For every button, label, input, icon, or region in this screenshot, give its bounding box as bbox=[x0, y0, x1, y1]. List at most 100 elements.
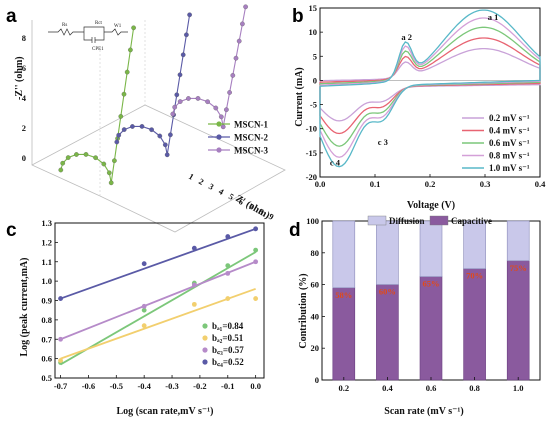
c-data-point bbox=[253, 259, 259, 265]
a-data-point bbox=[101, 161, 107, 167]
d-y-tick: 60 bbox=[311, 280, 320, 290]
b-x-tick: 0.0 bbox=[315, 179, 326, 189]
d-x-tick: 0.4 bbox=[382, 383, 393, 393]
a-y-tick: 0 bbox=[22, 153, 26, 163]
b-x-tick: 0.1 bbox=[370, 179, 381, 189]
c-legend-label: b꜀₃=0.57 bbox=[212, 345, 244, 355]
d-bar-capacitive bbox=[419, 276, 443, 381]
c-data-point bbox=[141, 261, 147, 267]
circuit-label-cpe1: CPE1 bbox=[92, 47, 104, 52]
c-x-tick: -0.4 bbox=[137, 381, 151, 391]
panel-d-contribution: d 58% 60% 65% 70% 75% 0 20 40 60 80 100 0.2 0.4 0.6 0… bbox=[289, 215, 541, 417]
b-legend-label: 0.8 mV s⁻¹ bbox=[489, 151, 530, 161]
panel-b-xlabel: Voltage (V) bbox=[407, 200, 455, 211]
d-bar-capacitive bbox=[463, 268, 486, 381]
c-x-tick: -0.2 bbox=[193, 381, 206, 391]
panel-d-ylabel: Contribution (%) bbox=[298, 273, 309, 348]
c-fit-line bbox=[60, 227, 256, 300]
b-y-tick: 10 bbox=[309, 27, 318, 37]
circuit-diagram bbox=[48, 26, 128, 43]
a-x-tick: 3 bbox=[207, 181, 216, 192]
a-legend-marker bbox=[216, 134, 222, 140]
b-y-tick: -10 bbox=[306, 124, 317, 134]
a-data-point bbox=[174, 92, 180, 98]
a-data-point bbox=[162, 142, 168, 148]
a-series-mscn-3 bbox=[170, 4, 248, 130]
c-legend-marker bbox=[202, 335, 208, 341]
a-data-point bbox=[240, 21, 245, 27]
a-data-point bbox=[112, 158, 117, 164]
panel-c-log-fit: c -0.7 -0.6 -0.5 -0.4 -0.3 -0.2 -0.1 0.0 0.5 0.6 0… bbox=[6, 218, 265, 417]
a-back-axis bbox=[31, 20, 101, 197]
a-series-line bbox=[172, 6, 247, 127]
a-data-point bbox=[218, 114, 224, 120]
a-x-tick: 1 bbox=[187, 171, 196, 182]
c-y-tick: 1.0 bbox=[41, 276, 52, 286]
a-data-point bbox=[60, 160, 66, 166]
a-data-point bbox=[116, 132, 122, 138]
c-legend-marker bbox=[202, 347, 208, 353]
d-percent-label: 75% bbox=[510, 263, 527, 273]
a-data-point bbox=[164, 152, 170, 158]
a-x-tick: 5 bbox=[227, 191, 236, 202]
a-data-point bbox=[233, 55, 239, 61]
panel-c-xlabel: Log (scan rate,mV s⁻¹) bbox=[117, 406, 214, 417]
a-data-point bbox=[172, 104, 178, 110]
c-data-point bbox=[191, 245, 197, 251]
a-data-point bbox=[213, 105, 219, 111]
a-data-point bbox=[220, 124, 226, 130]
a-x-tick: 6 bbox=[237, 196, 246, 207]
d-x-tick: 1.0 bbox=[513, 383, 524, 393]
panel-c-legend: bₐ₁=0.84 bₐ₂=0.51 b꜀₃=0.57 b꜀₄=0.52 bbox=[202, 321, 244, 367]
panel-b-legend: 0.2 mV s⁻¹ 0.4 mV s⁻¹ 0.6 mV s⁻¹ 0.8 mV s⁻¹… bbox=[462, 113, 530, 173]
c-data-point bbox=[58, 296, 63, 301]
a-data-point bbox=[121, 127, 127, 132]
c-data-point bbox=[253, 247, 259, 253]
panel-d-label: d bbox=[289, 220, 301, 241]
d-bar-diffusion bbox=[463, 220, 486, 270]
a-data-point bbox=[187, 12, 192, 18]
a-data-point bbox=[177, 72, 183, 78]
c-data-point bbox=[58, 358, 63, 363]
a-x-tick: 8 bbox=[257, 206, 266, 217]
b-y-tick: 15 bbox=[309, 3, 318, 13]
d-bar-diffusion bbox=[419, 220, 443, 277]
c-data-point bbox=[225, 270, 231, 276]
panel-b-ylabel: Current (mA) bbox=[294, 67, 305, 127]
a-data-point bbox=[236, 38, 242, 44]
c-data-point bbox=[191, 301, 197, 307]
b-peak-label: c 3 bbox=[378, 137, 388, 147]
c-data-point bbox=[141, 323, 147, 329]
panel-d-xlabel: Scan rate (mV s⁻¹) bbox=[384, 406, 463, 417]
a-y-tick: 4 bbox=[22, 93, 27, 103]
c-fit-line bbox=[60, 251, 257, 366]
panel-b-label: b bbox=[292, 6, 304, 27]
b-legend-label: 0.4 mV s⁻¹ bbox=[489, 126, 530, 136]
b-y-tick: -5 bbox=[310, 100, 317, 110]
panel-a-legend: MSCN-1 MSCN-2 MSCN-3 bbox=[208, 120, 268, 156]
a-data-point bbox=[93, 155, 98, 161]
c-y-tick: 0.5 bbox=[41, 373, 52, 383]
a-data-point bbox=[186, 96, 191, 101]
panel-d-legend: Diffusion Capacitive bbox=[367, 215, 492, 226]
a-data-point bbox=[124, 69, 130, 75]
d-bar-capacitive bbox=[506, 260, 530, 381]
a-data-point bbox=[224, 107, 229, 113]
d-y-tick: 40 bbox=[311, 311, 320, 321]
c-data-point bbox=[225, 296, 231, 301]
b-peak-label: c 4 bbox=[330, 157, 341, 167]
a-x-tick: 4 bbox=[217, 186, 226, 197]
a-y-tick: 8 bbox=[22, 33, 26, 43]
d-percent-label: 70% bbox=[466, 271, 483, 281]
c-y-tick: 1.3 bbox=[41, 218, 52, 228]
a-data-point bbox=[180, 52, 186, 58]
a-data-point bbox=[157, 133, 163, 139]
c-data-point bbox=[253, 296, 259, 301]
b-y-tick: -20 bbox=[306, 172, 317, 182]
b-y-tick: -15 bbox=[306, 148, 317, 158]
c-fit-line bbox=[60, 288, 256, 360]
c-data-point bbox=[191, 282, 197, 288]
d-y-tick: 20 bbox=[311, 343, 320, 353]
